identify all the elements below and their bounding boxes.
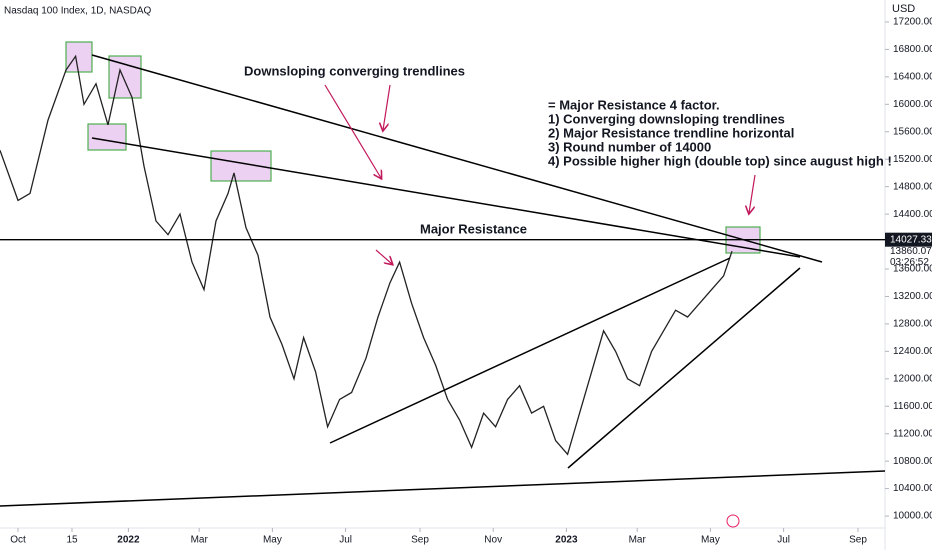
x-tick-label: Mar xyxy=(191,535,209,546)
plot-area xyxy=(0,0,885,528)
annotation-line: = Major Resistance 4 factor. xyxy=(548,97,720,112)
y-tick-label: 11600.00 xyxy=(893,401,932,412)
x-tick-label: May xyxy=(263,535,282,546)
arrow xyxy=(324,84,381,178)
y-tick-label: 14800.00 xyxy=(893,181,932,192)
annotation: Major Resistance xyxy=(420,221,527,236)
x-tick-label: Jul xyxy=(777,535,790,546)
price-line xyxy=(0,54,733,456)
trendline xyxy=(329,257,731,444)
x-tick-label: 2022 xyxy=(117,535,140,546)
resistance-label: 14027.33 xyxy=(890,234,932,245)
y-unit: USD xyxy=(892,3,915,15)
trendline xyxy=(0,470,886,507)
event-icon[interactable] xyxy=(726,514,740,528)
y-tick-label: 10800.00 xyxy=(893,456,932,467)
y-tick-label: 12800.00 xyxy=(893,319,932,330)
trendline xyxy=(91,54,823,263)
y-tick-label: 10000.00 xyxy=(893,511,932,522)
x-tick-label: Sep xyxy=(849,535,867,546)
annotation-line: 2) Major Resistance trendline horizontal xyxy=(548,125,794,140)
x-tick-label: Jul xyxy=(339,535,352,546)
y-tick-label: 13200.00 xyxy=(893,291,932,302)
trendline xyxy=(91,137,801,258)
resistance-label-bg xyxy=(885,232,932,247)
y-tick-label: 17200.00 xyxy=(893,17,932,28)
annotation-line: 4) Possible higher high (double top) sin… xyxy=(548,153,892,168)
x-tick-label: Oct xyxy=(10,535,26,546)
x-tick-label: Nov xyxy=(484,535,502,546)
y-tick-label: 16000.00 xyxy=(893,99,932,110)
chart-title: Nasdaq 100 Index, 1D, NASDAQ xyxy=(4,6,152,17)
y-tick-label: 15200.00 xyxy=(893,154,932,165)
x-tick-label: May xyxy=(701,535,720,546)
y-tick-label: 10400.00 xyxy=(893,483,932,494)
trendline xyxy=(567,267,801,469)
y-tick-label: 13600.00 xyxy=(893,264,932,275)
annotation-line: 1) Converging downsloping trendlines xyxy=(548,111,785,126)
y-tick-label: 15600.00 xyxy=(893,126,932,137)
box xyxy=(87,123,127,151)
last-price-label: 13860.07 xyxy=(890,246,932,257)
arrow xyxy=(375,249,392,264)
x-tick-label: 2023 xyxy=(555,535,578,546)
y-tick-label: 14400.00 xyxy=(893,209,932,220)
arrow xyxy=(749,174,756,213)
x-tick-label: Mar xyxy=(629,535,647,546)
arrow xyxy=(383,84,391,130)
y-tick-label: 12000.00 xyxy=(893,373,932,384)
y-tick-label: 11200.00 xyxy=(893,428,932,439)
countdown-label: 03:26:52 xyxy=(890,257,929,268)
box xyxy=(65,41,93,73)
x-tick-label: Sep xyxy=(411,535,429,546)
annotation-line: 3) Round number of 14000 xyxy=(548,139,711,154)
trendlines xyxy=(0,54,886,507)
x-tick-label: 15 xyxy=(66,535,78,546)
y-tick-label: 16800.00 xyxy=(893,44,932,55)
y-tick-label: 16400.00 xyxy=(893,72,932,83)
annotation: Downsloping converging trendlines xyxy=(244,63,465,78)
y-tick-label: 12400.00 xyxy=(893,346,932,357)
arrows xyxy=(324,84,756,264)
box xyxy=(108,55,142,99)
